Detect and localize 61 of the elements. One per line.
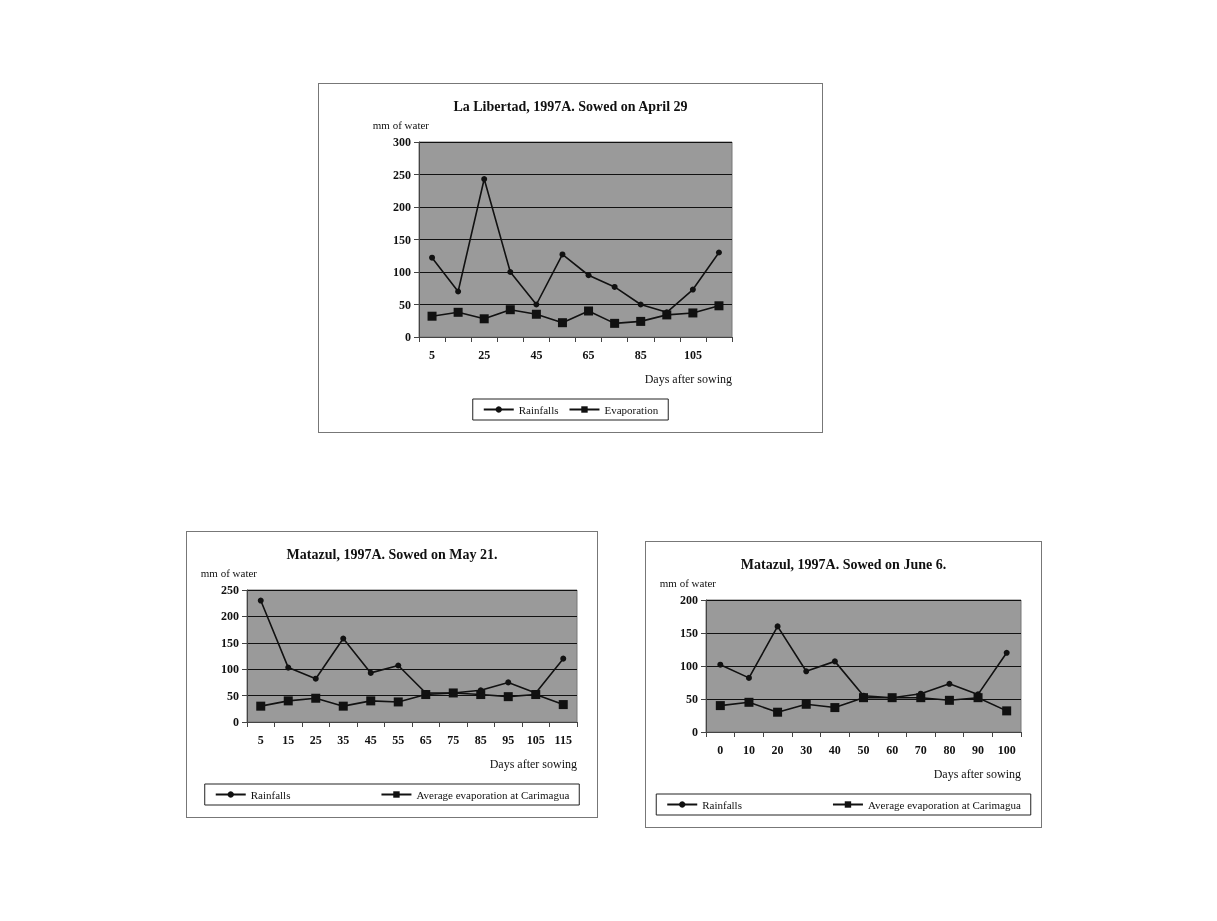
y-tick-label: 50 [399, 297, 411, 312]
x-tick-label: 25 [478, 348, 491, 362]
x-tick-label: 105 [683, 348, 702, 362]
x-tick-label: 60 [886, 743, 899, 757]
x-tick-label: 25 [309, 733, 322, 747]
y-tick-label: 250 [221, 583, 239, 597]
x-tick-label: 15 [282, 733, 295, 747]
x-tick-label: 80 [943, 743, 956, 757]
y-tick-label: 0 [233, 715, 239, 729]
x-tick-label: 45 [364, 733, 377, 747]
y-tick-label: 150 [680, 626, 698, 640]
y-tick-label: 200 [221, 609, 239, 624]
y-tick-label: 100 [680, 659, 698, 673]
y-tick-label: 100 [221, 662, 239, 677]
x-tick-label: 35 [337, 733, 350, 747]
legend-label: Evaporation [604, 403, 659, 416]
x-tick-label: 0 [717, 743, 724, 757]
legend-label: Rainfalls [518, 403, 559, 416]
x-tick-label: 5 [257, 733, 264, 747]
x-tick-label: 50 [857, 743, 870, 757]
legend-label: Average evaporation at Carimagua [416, 788, 570, 801]
x-axis-title: Days after sowing [644, 372, 732, 386]
y-tick-label: 50 [227, 688, 239, 703]
x-tick-label: 105 [526, 733, 545, 747]
x-axis-title: Days after sowing [933, 767, 1021, 781]
y-tick-label: 0 [405, 330, 411, 344]
x-tick-label: 90 [972, 743, 985, 757]
y-tick-label: 50 [686, 692, 698, 706]
x-tick-label: 100 [997, 743, 1016, 757]
x-tick-label: 65 [582, 348, 595, 362]
y-axis-title: mm of water [200, 566, 258, 579]
y-tick-label: 100 [393, 265, 411, 279]
y-tick-label: 200 [680, 593, 698, 607]
chart-title: La Libertad, 1997A. Sowed on April 29 [453, 98, 688, 114]
x-tick-label: 20 [771, 743, 784, 757]
y-axis-title: mm of water [659, 576, 717, 589]
y-tick-label: 150 [393, 232, 411, 247]
x-tick-label: 65 [419, 733, 432, 747]
y-tick-label: 200 [393, 200, 411, 214]
chart-title: Matazul, 1997A. Sowed on May 21. [286, 546, 498, 562]
y-tick-label: 150 [221, 635, 239, 650]
y-axis-title: mm of water [372, 118, 430, 131]
x-tick-label: 75 [447, 733, 460, 747]
x-tick-label: 45 [530, 348, 543, 362]
x-tick-label: 85 [474, 733, 487, 747]
x-axis-title: Days after sowing [489, 757, 577, 771]
x-tick-label: 85 [634, 348, 647, 362]
x-tick-label: 10 [742, 743, 755, 757]
x-tick-label: 30 [800, 743, 813, 757]
legend-label: Average evaporation at Carimagua [867, 798, 1021, 811]
x-tick-label: 95 [502, 733, 515, 747]
y-tick-label: 250 [393, 167, 411, 182]
x-tick-label: 40 [828, 743, 841, 757]
x-tick-label: 70 [914, 743, 927, 757]
x-tick-label: 115 [554, 733, 572, 747]
legend-label: Rainfalls [702, 798, 742, 811]
chart-title: Matazul, 1997A. Sowed on June 6. [740, 556, 947, 572]
x-tick-label: 5 [429, 348, 436, 362]
y-tick-label: 300 [393, 135, 411, 149]
x-tick-label: 55 [392, 733, 405, 747]
legend-label: Rainfalls [250, 788, 291, 801]
